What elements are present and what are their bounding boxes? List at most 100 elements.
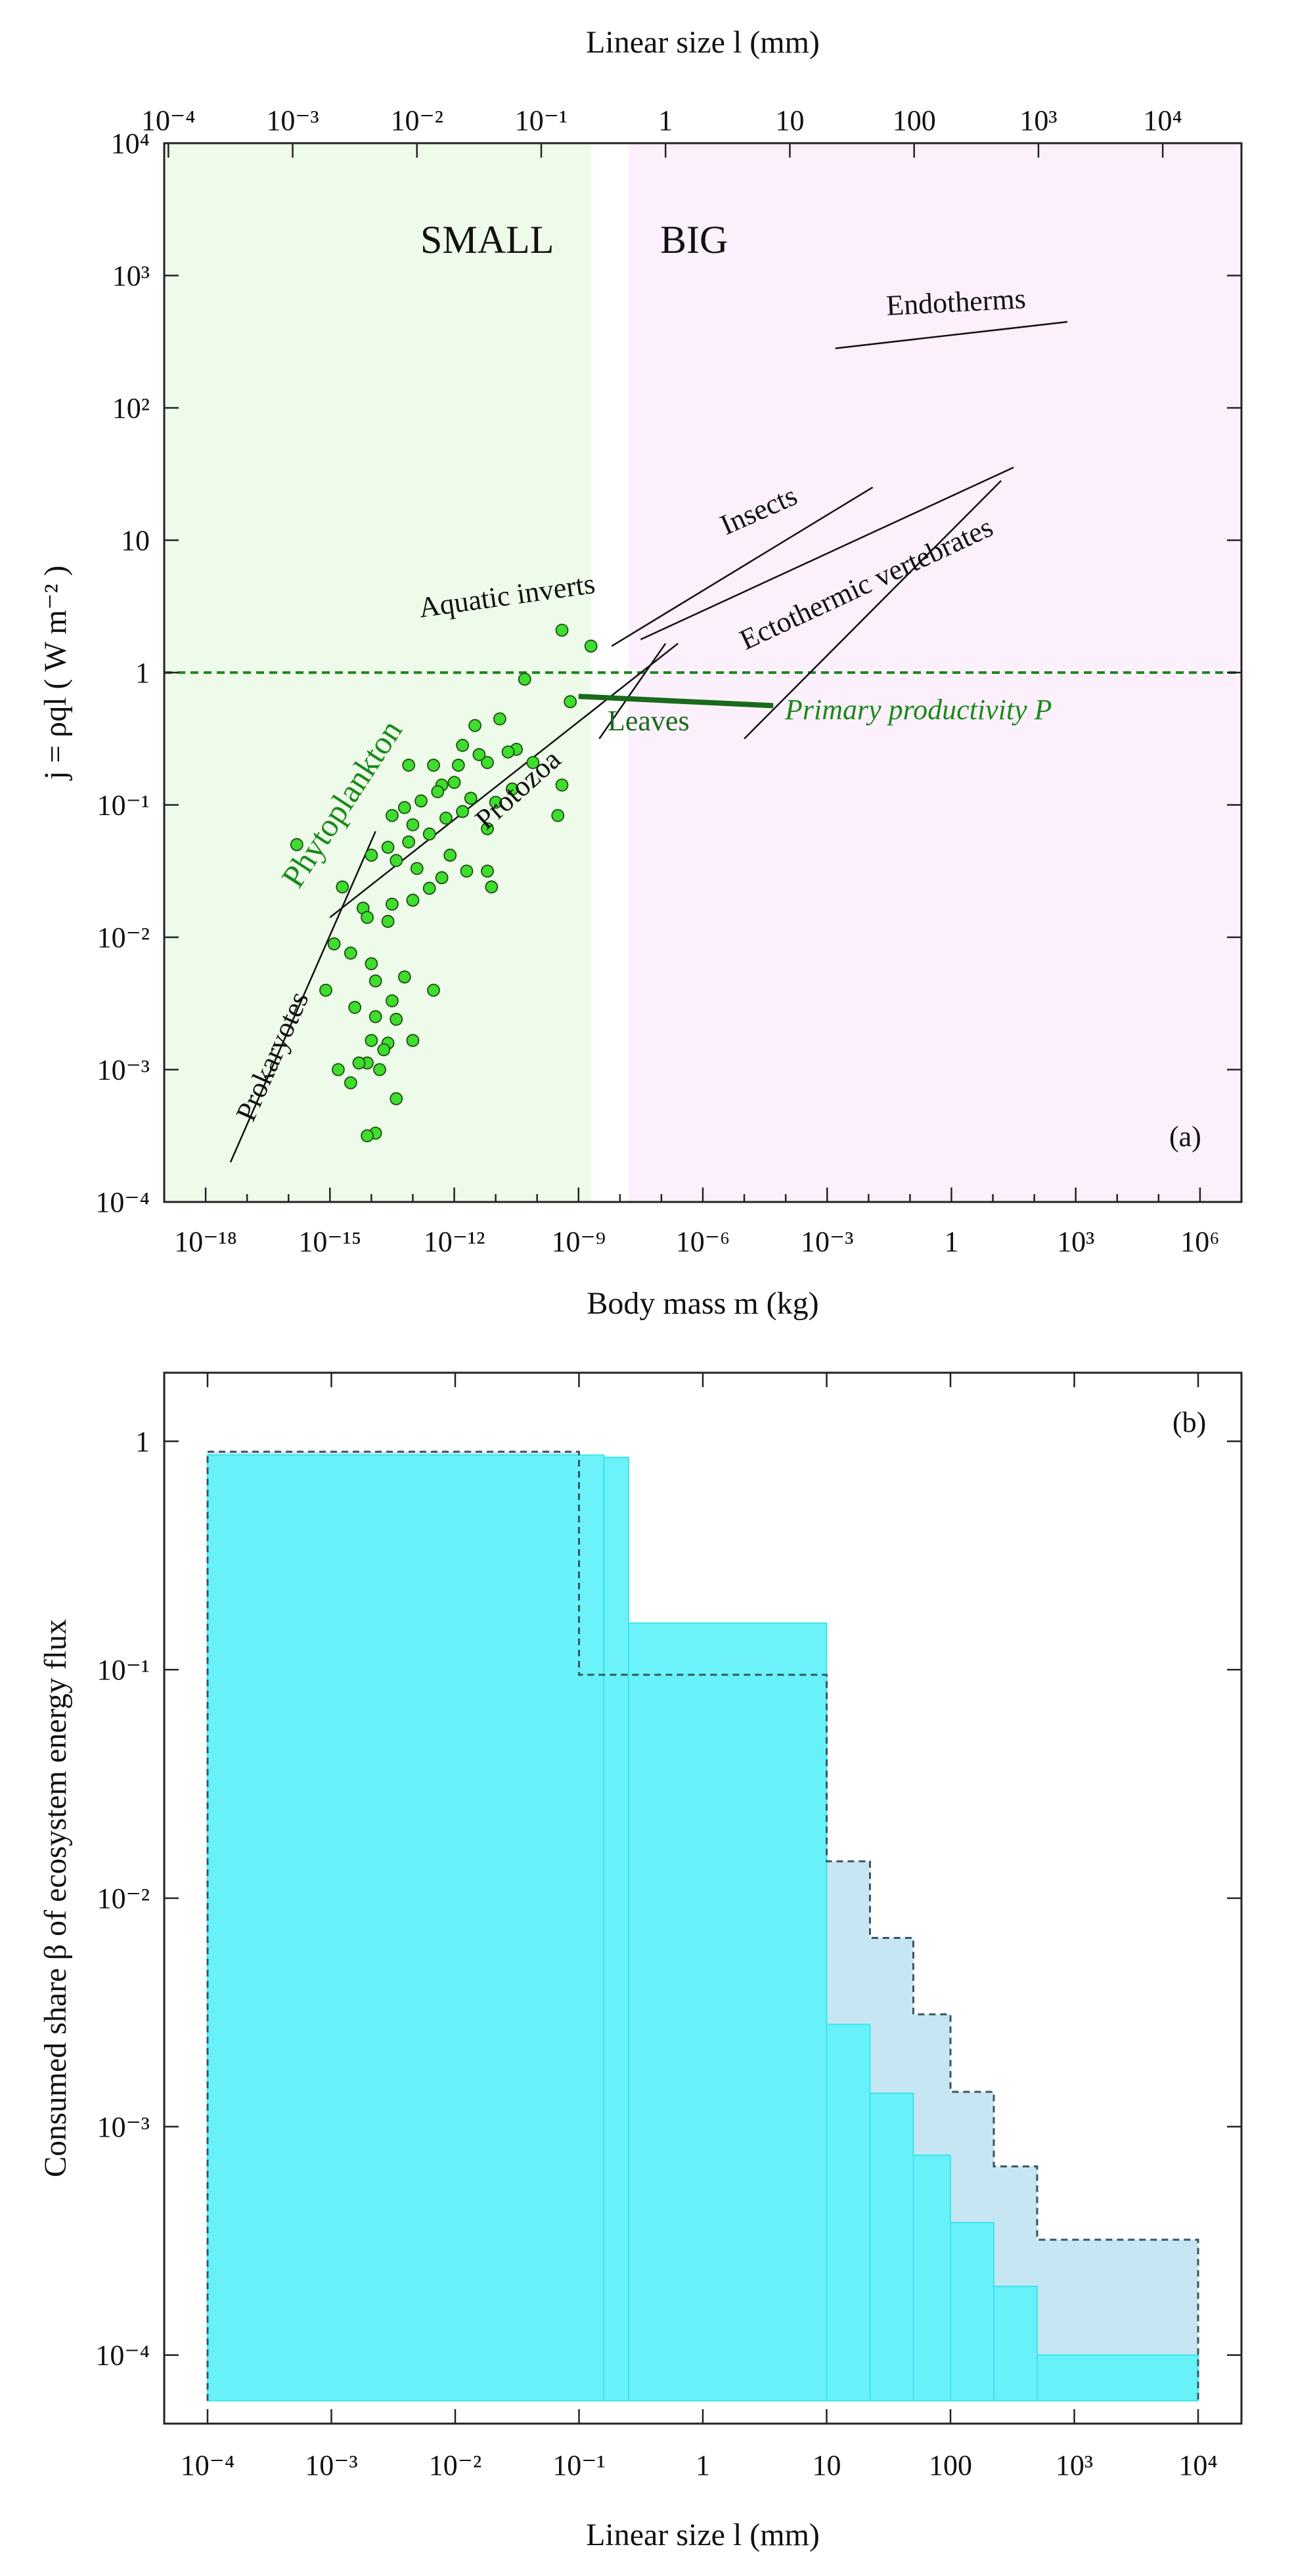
a-y-tick-label: 10⁴ (111, 127, 150, 160)
a-phyto-point (456, 805, 470, 818)
b-cyan-bars (206, 1454, 1199, 2402)
a-phyto-point (468, 719, 481, 732)
a-x-tick-label: 10⁻³ (801, 1226, 853, 1258)
a-phyto-point (352, 1056, 366, 1070)
a-phyto-point (332, 1063, 345, 1077)
a-x-tick-label: 10⁻⁶ (676, 1226, 730, 1258)
a-phyto-point (447, 776, 461, 789)
a-phyto-point (327, 937, 341, 950)
a-top-tick-label: 10⁻² (391, 104, 443, 137)
a-phyto-point (390, 1092, 403, 1105)
a-phyto-point (427, 759, 440, 772)
a-x-tick-label: 10³ (1057, 1226, 1094, 1258)
b-ticks: 10⁻⁴ 10⁻³ 10⁻² 10⁻¹ 1 10 100 10³ 10⁴ 1 10⁻¹ 10⁻² 10⁻… (95, 1373, 1241, 2481)
b-cyan-bar (950, 2221, 994, 2402)
a-phyto-point (390, 1013, 403, 1026)
a-phyto-point (481, 822, 494, 835)
a-phyto-point (526, 756, 540, 769)
panel-b: 10⁻⁴ 10⁻³ 10⁻² 10⁻¹ 1 10 100 10³ 10⁴ 1 10⁻¹ 10⁻² 10⁻… (38, 1371, 1243, 2552)
a-phyto-point (493, 712, 506, 726)
b-cyan-bar (627, 1622, 828, 2402)
a-x-tick-label: 10⁻⁹ (551, 1226, 606, 1258)
b-x-tick-label: 10⁴ (1178, 2449, 1217, 2481)
a-series-line-4 (598, 642, 667, 740)
a-phyto-point (402, 759, 416, 772)
a-y-tick-label: 10⁻⁴ (95, 1186, 150, 1218)
a-label-primary-productivity: Primary productivity P (784, 694, 1052, 726)
b-y-tick-label: 1 (135, 1425, 150, 1457)
a-top-axis-title: Linear size l (mm) (586, 25, 820, 60)
b-dashed-step-outline (206, 1450, 1199, 2401)
a-phyto-point (386, 897, 399, 911)
b-y-tick-label: 10⁻³ (97, 2111, 150, 2143)
a-phyto-point (406, 818, 420, 832)
a-label-endotherms: Endotherms (885, 282, 1027, 322)
a-series-line-0 (835, 321, 1068, 349)
a-phyto-point (443, 849, 457, 862)
a-phyto-point (410, 862, 424, 876)
a-phyto-point (319, 983, 332, 997)
a-phyto-point (397, 970, 411, 984)
b-dashed-outline (206, 1450, 1199, 2401)
b-y-axis-title: Consumed share β of ecosystem energy flu… (38, 1619, 73, 2177)
a-phyto-point (464, 791, 478, 805)
a-top-tick-label: 10³ (1019, 104, 1057, 137)
b-cyan-bar (869, 2092, 914, 2402)
a-region-label-small: SMALL (420, 218, 554, 261)
a-y-tick-label: 10² (112, 392, 150, 424)
a-phyto-point (584, 639, 598, 653)
a-series-line-1 (611, 486, 874, 647)
a-top-tick-label: 10⁴ (1143, 104, 1182, 137)
a-label-leaves: Leaves (608, 705, 690, 737)
a-phyto-point (481, 756, 494, 769)
a-y-tick-label: 10³ (112, 260, 150, 292)
a-phyto-point (381, 841, 395, 854)
a-phyto-point (439, 811, 453, 825)
a-phyto-point (361, 1129, 374, 1143)
a-top-tick-label: 10⁻³ (266, 104, 319, 137)
a-phyto-point (336, 880, 349, 894)
a-phyto-point (564, 695, 577, 709)
a-series-lines (229, 321, 1068, 1163)
a-x-tick-label: 10⁶ (1180, 1226, 1219, 1258)
a-phyto-point (427, 983, 440, 997)
a-phyto-point (365, 849, 378, 862)
a-phyto-point (551, 809, 565, 822)
b-x-tick-label: 10⁻² (429, 2449, 481, 2481)
a-top-tick-label: 10 (775, 104, 804, 137)
a-phyto-point (518, 673, 531, 686)
a-phyto-point (365, 1034, 378, 1048)
a-phyto-point (431, 785, 445, 799)
b-cyan-bar (1036, 2354, 1199, 2402)
a-phyto-point (381, 914, 395, 928)
a-phyto-point (414, 794, 428, 808)
b-x-tick-label: 10 (813, 2449, 841, 2481)
a-phyto-point (460, 864, 474, 878)
b-x-tick-label: 1 (696, 2449, 710, 2481)
b-x-tick-label: 10⁻¹ (552, 2449, 605, 2481)
a-phyto-point (397, 801, 411, 814)
a-top-tick-label: 1 (658, 104, 673, 137)
a-series-line-2 (640, 466, 1014, 640)
b-cyan-bar (206, 1454, 605, 2402)
a-phyto-point (344, 1076, 357, 1090)
b-cyan-bar (993, 2285, 1038, 2402)
a-phyto-point (485, 880, 499, 894)
a-phyto-point (481, 864, 494, 878)
a-phyto-point (373, 1063, 386, 1077)
a-phytoplankton-points (290, 623, 598, 1143)
a-phyto-point (344, 946, 357, 960)
a-top-tick-label: 100 (893, 104, 936, 137)
a-y-tick-label: 10⁻² (97, 922, 150, 954)
a-series-line-7 (578, 694, 774, 709)
a-region-label-big: BIG (660, 218, 728, 261)
b-x-tick-label: 10⁻³ (305, 2449, 357, 2481)
a-phyto-point (435, 871, 449, 885)
a-phyto-point (377, 1043, 391, 1057)
b-cyan-bar (826, 2024, 871, 2402)
a-phyto-point (456, 738, 470, 752)
a-x-axis-title: Body mass m (kg) (587, 1286, 818, 1321)
